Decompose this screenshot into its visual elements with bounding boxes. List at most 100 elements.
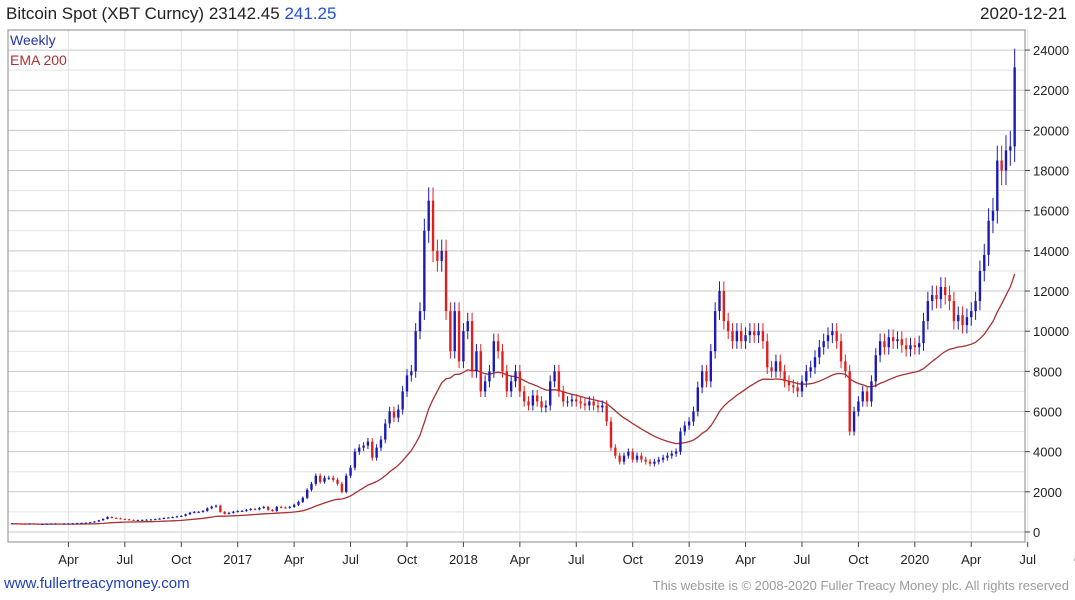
candle [384, 419, 387, 444]
candle-body [149, 519, 153, 521]
candle-body [45, 523, 48, 525]
candle [427, 187, 430, 243]
candle-body [653, 461, 656, 464]
x-tick-label: Jul [117, 552, 134, 567]
candle [54, 523, 57, 525]
candle [1013, 48, 1016, 162]
candle [917, 335, 921, 355]
candle-body [740, 331, 743, 342]
candle [301, 496, 305, 504]
candle [496, 333, 500, 359]
candle [965, 308, 969, 334]
candle [162, 517, 166, 520]
candle [297, 500, 300, 506]
candle [128, 518, 131, 521]
candle [939, 277, 943, 309]
candle [618, 452, 621, 465]
candle [41, 523, 44, 525]
y-tick-label: 0 [1033, 525, 1040, 540]
candle-body [744, 335, 747, 342]
candle [340, 481, 344, 494]
candle-body [1009, 146, 1012, 151]
candle [171, 516, 174, 519]
site-link[interactable]: www.fullertreacymoney.com [4, 575, 190, 592]
candle [887, 329, 890, 355]
candle-body [440, 250, 443, 261]
candle [123, 518, 127, 520]
candle [479, 344, 482, 398]
candle [219, 504, 222, 513]
candle [483, 375, 487, 398]
candle [592, 396, 595, 411]
candle-body [909, 345, 912, 350]
ema-200-line [12, 273, 1016, 525]
candle-body [644, 459, 647, 462]
candle [904, 337, 908, 357]
candle-body [844, 361, 847, 372]
candle-body [71, 523, 74, 525]
y-tick-label: 2000 [1033, 485, 1062, 500]
candle [583, 398, 587, 411]
candle-body [488, 371, 491, 382]
candle-body [766, 341, 769, 368]
candle [987, 208, 990, 266]
candle-body [596, 405, 600, 408]
candle-body [279, 506, 283, 508]
candle-body [622, 455, 626, 462]
candle-body [657, 459, 660, 462]
candle [275, 505, 278, 512]
x-tick-label: Jul [1019, 552, 1036, 567]
candle-body [245, 509, 248, 511]
candle [201, 510, 205, 513]
candle-body [114, 517, 118, 519]
candle-body [536, 395, 539, 402]
candle [414, 323, 417, 378]
candle-body [787, 381, 791, 386]
candle [787, 375, 791, 392]
candle [831, 323, 834, 344]
candle-body [887, 337, 890, 348]
candle [631, 448, 634, 463]
candle [249, 507, 252, 511]
candle [683, 421, 686, 436]
candle-body [284, 507, 287, 509]
candle [835, 323, 838, 349]
candle-body [466, 321, 469, 332]
candle-body [987, 220, 990, 255]
candle [805, 364, 808, 388]
candle-body [206, 508, 209, 511]
candle-body [904, 345, 908, 350]
candle-body [670, 453, 673, 456]
candle-body [58, 523, 61, 525]
candle [826, 327, 830, 349]
candle [661, 454, 665, 463]
candle [10, 522, 14, 525]
x-tick-label: Jul [342, 552, 359, 567]
candle [180, 515, 183, 517]
candle-body [527, 401, 530, 406]
candle-body [922, 321, 925, 344]
candle [457, 302, 461, 369]
candle-body [232, 511, 235, 513]
x-tick-label: Apr [735, 552, 756, 567]
candle-body [891, 337, 895, 342]
candle [206, 507, 209, 512]
candle [362, 442, 365, 452]
candle [149, 519, 153, 521]
candle [210, 505, 213, 510]
candle-body [939, 287, 943, 300]
candle-body [453, 311, 456, 352]
candle-body [514, 371, 517, 382]
y-tick-label: 18000 [1033, 164, 1069, 179]
legend-weekly: Weekly [10, 32, 56, 48]
candle [197, 511, 200, 513]
candle-body [349, 467, 352, 476]
y-tick-label: 8000 [1033, 364, 1062, 379]
candle [492, 333, 495, 378]
candle-body [531, 395, 535, 406]
candle-body [865, 391, 869, 402]
candle [332, 475, 335, 482]
candle [852, 406, 856, 436]
candle [449, 302, 452, 359]
candle [983, 243, 986, 282]
